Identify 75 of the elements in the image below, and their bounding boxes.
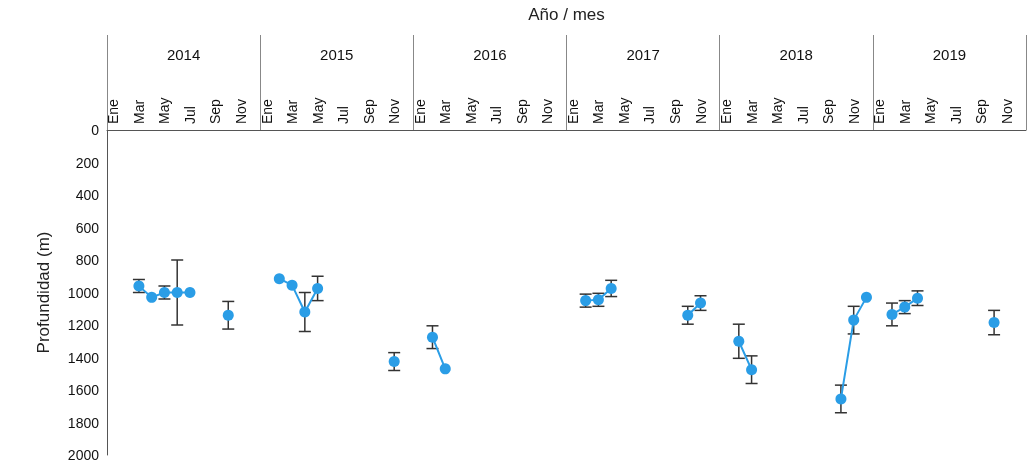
x-tick-label: Sep xyxy=(666,98,683,124)
point xyxy=(848,314,860,326)
point xyxy=(146,291,158,303)
y-tick-label: 400 xyxy=(75,187,100,203)
x-tick-label: May xyxy=(156,97,173,124)
y-tick-label: 1200 xyxy=(67,317,100,333)
x-tick-label: Ene xyxy=(105,98,122,124)
x-tick-label: Mar xyxy=(590,99,607,124)
text: 2018 xyxy=(779,45,813,63)
y-tick-label: 1600 xyxy=(67,382,100,398)
x-axis-title: Año / mes xyxy=(528,4,605,24)
x-tick-label: Sep xyxy=(513,98,530,124)
x-tick-label: Nov xyxy=(998,99,1015,124)
x-tick-label: Mar xyxy=(896,99,913,124)
point xyxy=(988,317,1000,329)
point xyxy=(746,364,758,376)
x-tick-label: Nov xyxy=(692,99,709,124)
point xyxy=(682,309,694,321)
point xyxy=(426,331,438,343)
x-tick-label: Mar xyxy=(743,99,760,124)
x-tick-label: Mar xyxy=(437,99,454,124)
x-tick-label: Nov xyxy=(386,99,403,124)
x-tick-label: Jul xyxy=(488,106,505,124)
point xyxy=(222,309,234,321)
x-tick-label: Jul xyxy=(335,106,352,124)
point xyxy=(171,287,183,298)
point xyxy=(886,308,898,320)
x-tick-label: Mar xyxy=(284,99,301,124)
x-tick-label: Sep xyxy=(360,98,377,124)
x-tick-label: May xyxy=(462,97,479,124)
x-tick-label: Sep xyxy=(973,98,990,124)
y-tick-label: 1800 xyxy=(67,414,100,431)
y-axis-title: Profundidad (m) xyxy=(34,231,53,354)
point xyxy=(860,291,872,303)
text: 2014 xyxy=(166,45,201,63)
text: 2015 xyxy=(320,45,354,63)
text: 2016 xyxy=(473,45,507,63)
x-tick-label: Sep xyxy=(820,98,837,124)
x-tick-label: May xyxy=(615,97,632,124)
x-tick-label: Nov xyxy=(845,99,862,124)
x-tick-label: Nov xyxy=(233,99,250,124)
x-tick-label: Ene xyxy=(258,98,275,124)
y-tick-label: 0 xyxy=(91,122,100,138)
text: 2017 xyxy=(626,45,660,63)
point xyxy=(605,282,617,294)
y-tick-label: 800 xyxy=(75,252,100,268)
x-tick-label: Mar xyxy=(130,99,147,124)
x-tick-label: May xyxy=(922,97,939,124)
text: 2019 xyxy=(932,45,967,63)
x-tick-label: May xyxy=(309,97,326,124)
x-tick-label: Jul xyxy=(641,106,658,124)
point xyxy=(733,335,745,347)
x-tick-label: Ene xyxy=(411,98,428,124)
x-tick-label: Jul xyxy=(947,106,964,124)
point xyxy=(299,306,311,318)
y-tick-label: 600 xyxy=(75,219,100,236)
point xyxy=(312,282,324,294)
point xyxy=(439,363,451,375)
point xyxy=(835,393,847,405)
point xyxy=(286,279,298,291)
point xyxy=(273,273,285,285)
x-tick-label: Ene xyxy=(564,98,581,124)
x-tick-label: Sep xyxy=(207,98,224,124)
x-tick-label: Nov xyxy=(539,99,556,124)
y-tick-label: 1000 xyxy=(67,284,100,301)
point xyxy=(184,287,196,298)
y-tick-label: 2000 xyxy=(67,447,100,463)
x-tick-label: Ene xyxy=(718,98,735,124)
point xyxy=(388,356,400,368)
y-tick-label: 200 xyxy=(75,154,100,171)
x-tick-label: Ene xyxy=(871,98,888,124)
x-tick-label: Jul xyxy=(794,106,811,124)
x-tick-label: May xyxy=(769,97,786,124)
y-tick-label: 1400 xyxy=(67,349,100,366)
x-tick-label: Jul xyxy=(181,106,198,124)
